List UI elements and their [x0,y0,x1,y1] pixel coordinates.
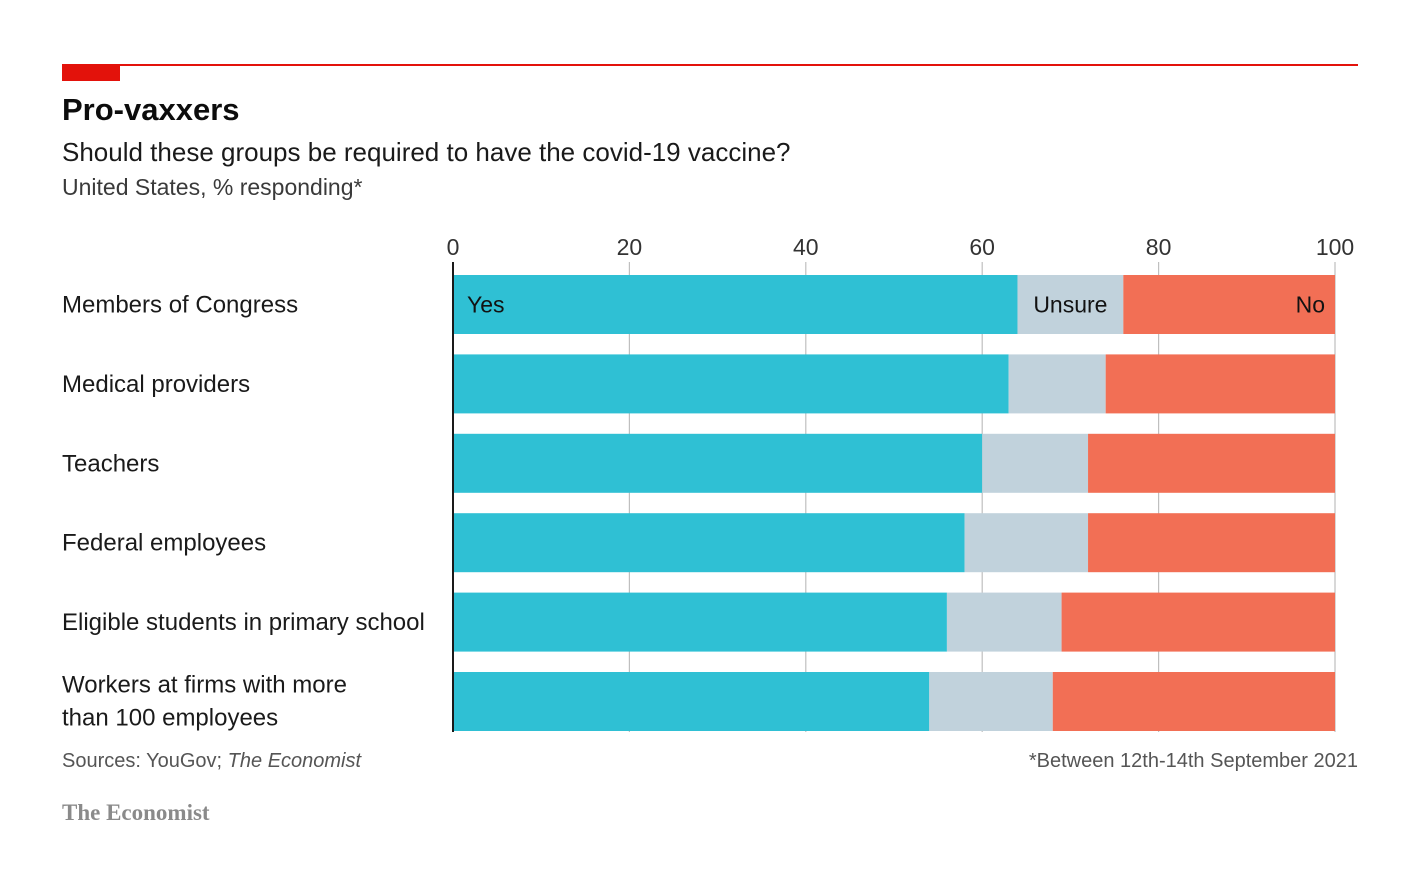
bar-unsure [1008,354,1106,414]
bar-yes [453,275,1018,334]
chart-title: Pro-vaxxers [62,92,240,127]
brand-wordmark: The Economist [62,800,210,825]
x-tick-label: 100 [1316,234,1354,260]
legend-no-label: No [1296,292,1325,318]
bar-unsure [964,513,1089,573]
category-label-line: Workers at firms with more [62,672,347,699]
date-footnote: *Between 12th-14th September 2021 [1028,750,1358,772]
bar-yes [453,513,965,573]
source-italic: The Economist [227,750,362,772]
bar-no [1088,513,1335,573]
bar-no [1088,433,1335,493]
x-tick-label: 40 [793,234,819,260]
category-label: Workers at firms with more than 100 emplo… [62,672,347,732]
x-tick-label: 0 [447,234,460,260]
category-label: Medical providers [62,371,250,398]
accent-rule [62,64,1358,66]
category-label: Federal employees [62,530,266,557]
bar-yes [453,672,930,731]
accent-tag [62,64,120,81]
bar-unsure [982,433,1089,493]
x-tick-label: 60 [969,234,995,260]
legend-yes-label: Yes [467,292,505,318]
bar-unsure [946,592,1062,652]
bar-yes [453,354,1009,414]
bar-unsure [1017,275,1124,334]
bar-yes [453,592,947,652]
bar-yes [453,433,983,493]
bar-no [1061,592,1335,652]
source-note: Sources: YouGov; The Economist [62,750,361,773]
chart-unit-label: United States, % responding* [62,174,363,200]
x-tick-label: 80 [1146,234,1172,260]
category-label-line: than 100 employees [62,705,278,732]
bar-no [1123,275,1335,334]
chart-subtitle: Should these groups be required to have … [62,137,791,167]
x-tick-label: 20 [617,234,643,260]
source-prefix: Sources: YouGov; [62,750,228,772]
legend-unsure-label: Unsure [1033,292,1107,318]
bar-unsure [929,672,1053,731]
category-label: Eligible students in primary school [62,609,425,636]
bar-no [1105,354,1335,414]
category-label: Members of Congress [62,292,298,319]
category-label: Teachers [62,450,159,477]
bar-no [1052,672,1335,731]
